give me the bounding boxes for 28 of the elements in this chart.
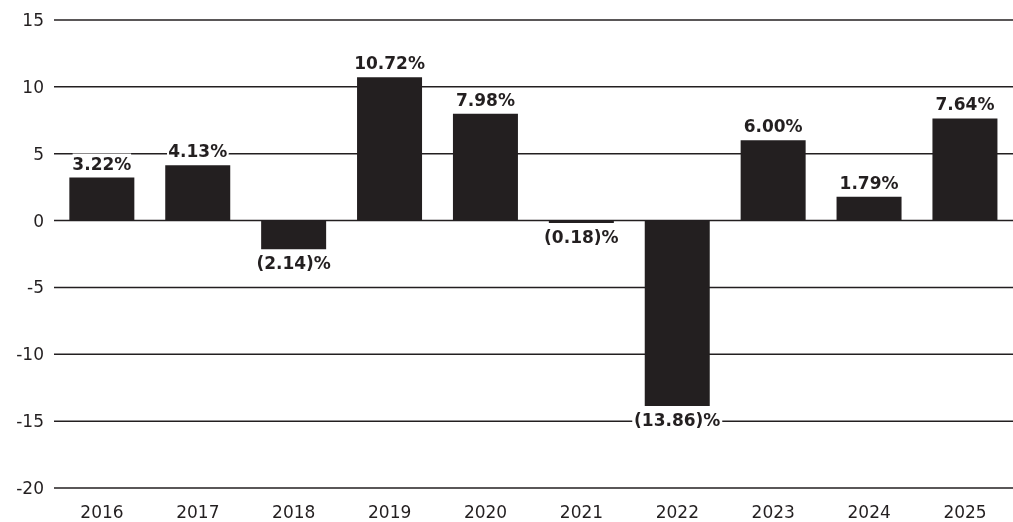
- y-tick-label: 5: [33, 143, 44, 164]
- x-tick-label: 2024: [847, 502, 891, 522]
- x-tick-label: 2023: [751, 502, 795, 522]
- data-label: (2.14)%: [256, 253, 331, 274]
- data-label: 10.72%: [354, 53, 425, 74]
- y-tick-label: 15: [22, 10, 44, 31]
- data-label: (13.86)%: [634, 409, 721, 430]
- data-label: 6.00%: [743, 116, 803, 137]
- data-label: 7.64%: [935, 94, 995, 115]
- data-label: 3.22%: [72, 153, 132, 174]
- y-tick-label: -5: [27, 277, 44, 298]
- x-tick-label: 2019: [368, 502, 412, 522]
- data-label: (0.18)%: [544, 226, 619, 247]
- x-tick-label: 2017: [176, 502, 220, 522]
- y-tick-label: -15: [16, 411, 44, 432]
- y-tick-label: -10: [16, 344, 44, 365]
- x-tick-label: 2018: [272, 502, 316, 522]
- x-tick-label: 2025: [943, 502, 987, 522]
- data-label: 4.13%: [168, 141, 228, 162]
- y-tick-label: 0: [33, 210, 44, 231]
- x-tick-label: 2016: [80, 502, 124, 522]
- x-tick-label: 2021: [559, 502, 604, 522]
- y-tick-label: 10: [22, 76, 44, 97]
- y-tick-label: -20: [16, 478, 44, 499]
- x-tick-label: 2022: [655, 502, 699, 522]
- x-tick-label: 2020: [463, 502, 508, 522]
- data-label: 1.79%: [839, 172, 899, 193]
- data-label: 7.98%: [455, 89, 515, 110]
